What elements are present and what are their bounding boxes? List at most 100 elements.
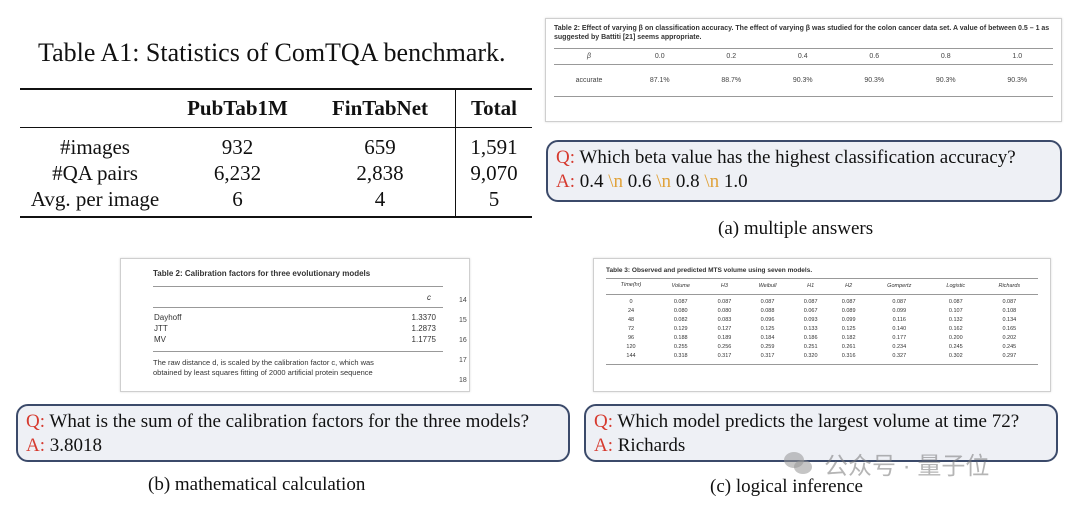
question-label: Q: xyxy=(26,411,45,432)
table-cell: 0.2 xyxy=(726,53,737,60)
table-row: Time(hr) Volume H3 Weibull H1 H2 Gompert… xyxy=(606,279,1038,295)
table-cell: 0.318 xyxy=(673,353,688,359)
table-cell: 0.087 xyxy=(948,299,963,305)
question-text: What is the sum of the calibration facto… xyxy=(49,411,530,432)
table-cell: H1 xyxy=(807,283,815,289)
table-cell: 0.087 xyxy=(760,299,775,305)
table-cell: 1.1775 xyxy=(411,335,436,344)
table-cell: 0.200 xyxy=(948,335,963,341)
table-cell: 90.3% xyxy=(864,77,885,84)
table-cell: 0.127 xyxy=(717,326,732,332)
question-label: Q: xyxy=(556,147,575,168)
table-row: β 0.0 0.2 0.4 0.6 0.8 1.0 xyxy=(554,49,1053,65)
table-cell: 0.108 xyxy=(1002,308,1017,314)
panel-b-rule xyxy=(153,286,443,287)
table-row: 48 0.082 0.083 0.096 0.093 0.099 0.116 0.132 0.1… xyxy=(606,316,1038,325)
table-cell: 0.165 xyxy=(1002,326,1017,332)
table-cell: #QA pairs xyxy=(52,161,138,185)
table-cell: 0.255 xyxy=(673,344,688,350)
panel-b-rule xyxy=(153,351,443,352)
table-cell: 0.125 xyxy=(760,326,775,332)
table-cell: Weibull xyxy=(758,283,777,289)
table-cell: Avg. per image xyxy=(30,187,160,211)
table-cell: 0.184 xyxy=(760,335,775,341)
table-cell: 90.3% xyxy=(935,77,956,84)
table-a1-title: Table A1: Statistics of ComTQA benchmark… xyxy=(38,38,506,67)
table-cell: 0.251 xyxy=(803,344,818,350)
panel-b-line-numbers: 14 15 16 17 18 xyxy=(459,291,467,391)
table-cell: 6,232 xyxy=(213,161,262,185)
panel-a-question: Q: Which beta value has the highest clas… xyxy=(556,146,1052,170)
table-cell: 0.140 xyxy=(892,326,907,332)
panel-a-answer: A: 0.4 \n 0.6 \n 0.8 \n 1.0 xyxy=(556,170,1052,194)
table-cell: 0.125 xyxy=(841,326,856,332)
panel-c-table-body: 0 0.087 0.087 0.087 0.087 0.087 0.087 0.087 0.08… xyxy=(606,295,1038,365)
table-cell: 0.316 xyxy=(841,353,856,359)
panel-c-caption: (c) logical inference xyxy=(710,476,863,497)
table-cell: 88.7% xyxy=(721,77,742,84)
panel-a-scan-table: β 0.0 0.2 0.4 0.6 0.8 1.0 accurate 87.1%… xyxy=(554,48,1053,97)
table-cell: 0.261 xyxy=(841,344,856,350)
table-cell: 0.087 xyxy=(803,299,818,305)
answer-text: 0.6 xyxy=(627,171,652,192)
panel-b-table-image: Table 2: Calibration factors for three e… xyxy=(120,258,470,392)
table-cell: 0.4 xyxy=(797,53,808,60)
table-cell: 0.320 xyxy=(803,353,818,359)
table-cell: 2,838 xyxy=(356,161,404,185)
table-cell: 9,070 xyxy=(455,160,532,186)
table-cell: JTT xyxy=(154,324,168,333)
table-cell: 0.234 xyxy=(892,344,907,350)
panel-b-answer: A: 3.8018 xyxy=(26,434,560,458)
table-cell: 0.082 xyxy=(673,317,688,323)
table-cell: 0 xyxy=(629,299,633,305)
panel-b-note: The raw distance d, is scaled by the cal… xyxy=(153,358,455,378)
line-number: 14 xyxy=(459,297,467,304)
table-row: Avg. per image 6 4 5 xyxy=(20,186,532,217)
table-cell: 0.6 xyxy=(869,53,880,60)
table-cell: 0.087 xyxy=(841,299,856,305)
table-cell: 932 xyxy=(221,135,254,159)
table-cell: 0.182 xyxy=(841,335,856,341)
panel-a-caption: (a) multiple answers xyxy=(718,218,874,239)
answer-label: A: xyxy=(594,435,613,456)
table-cell: 96 xyxy=(627,335,635,341)
panel-a-qa-box: Q: Which beta value has the highest clas… xyxy=(546,140,1062,202)
panel-b-rule xyxy=(153,307,443,308)
panel-a-table-image: Table 2: Effect of varying β on classifi… xyxy=(545,18,1062,122)
table-cell: 72 xyxy=(627,326,635,332)
question-text: Which model predicts the largest volume … xyxy=(617,411,1020,432)
table-cell: 0.087 xyxy=(1002,299,1017,305)
panel-b-note-line: obtained by least squares fitting of 200… xyxy=(153,368,373,377)
panel-c-table-caption: Table 3: Observed and predicted MTS volu… xyxy=(606,267,813,274)
table-cell: 90.3% xyxy=(792,77,813,84)
panel-b-scan-table: Dayhoff 1.3370 JTT 1.2873 MV 1.1775 xyxy=(153,312,437,345)
answer-label: A: xyxy=(26,435,45,456)
table-a1-header-cell xyxy=(20,89,170,128)
table-cell: 1.0 xyxy=(1012,53,1023,60)
table-row: Dayhoff 1.3370 xyxy=(153,312,437,323)
table-row: MV 1.1775 xyxy=(153,334,437,345)
table-cell: 0.188 xyxy=(673,335,688,341)
table-cell: 0.132 xyxy=(948,317,963,323)
answer-label: A: xyxy=(556,171,575,192)
table-cell: 0.186 xyxy=(803,335,818,341)
panel-c-table-image: Table 3: Observed and predicted MTS volu… xyxy=(593,258,1051,392)
question-label: Q: xyxy=(594,411,613,432)
table-cell: 0.317 xyxy=(717,353,732,359)
table-cell: 6 xyxy=(232,187,243,211)
panel-c-scan-table: Time(hr) Volume H3 Weibull H1 H2 Gompert… xyxy=(606,278,1038,365)
panel-b-note-line: The raw distance d, is scaled by the cal… xyxy=(153,358,374,367)
table-cell: 0.083 xyxy=(717,317,732,323)
table-cell: Volume xyxy=(671,283,690,289)
table-cell: 0.133 xyxy=(803,326,818,332)
table-row: #QA pairs 6,232 2,838 9,070 xyxy=(20,160,532,186)
panel-c-question: Q: Which model predicts the largest volu… xyxy=(594,410,1048,434)
table-a1-header-cell: Total xyxy=(455,89,532,128)
table-cell: 0.302 xyxy=(948,353,963,359)
answer-separator: \n xyxy=(656,171,672,192)
line-number: 15 xyxy=(459,317,467,324)
table-cell: 0.245 xyxy=(1002,344,1017,350)
table-cell: Richards xyxy=(998,283,1021,289)
table-cell: 5 xyxy=(455,186,532,217)
table-row: 72 0.129 0.127 0.125 0.133 0.125 0.140 0.162 0.1… xyxy=(606,325,1038,334)
